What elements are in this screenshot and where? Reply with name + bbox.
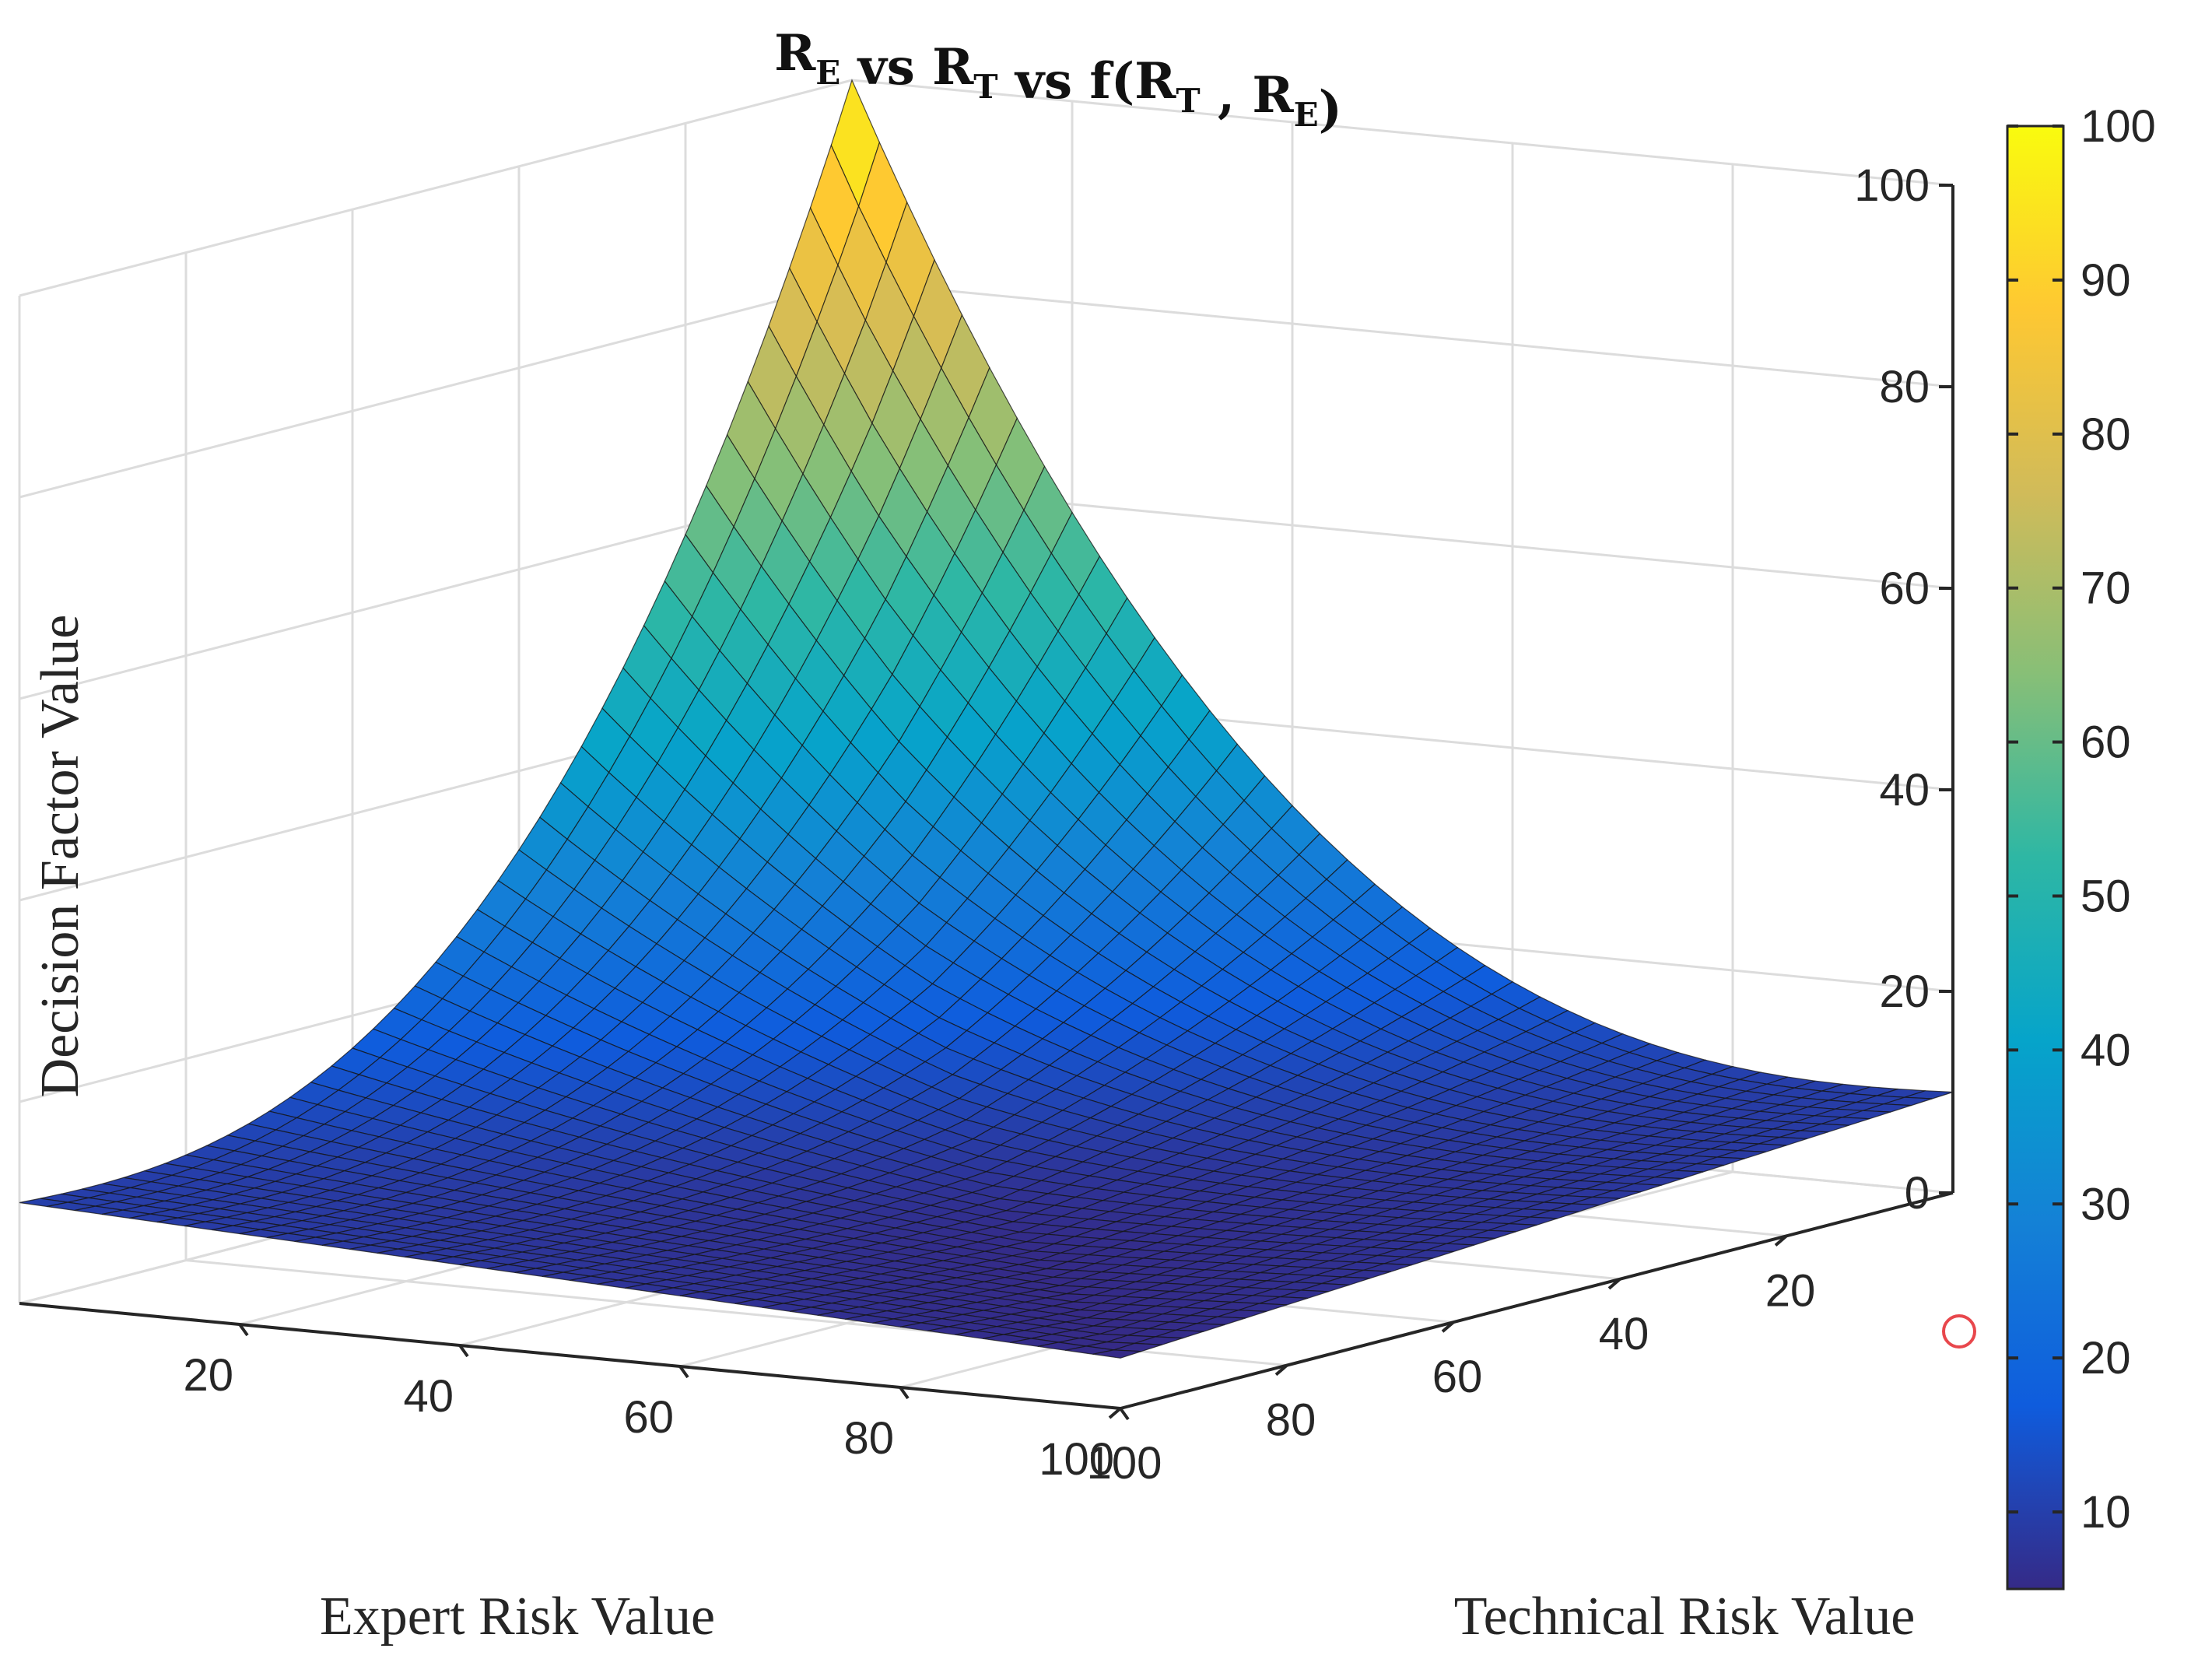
highlight-circle-marker xyxy=(1942,1314,1976,1349)
x-tick xyxy=(1119,1407,1130,1421)
z-axis-label: Decision Factor Value xyxy=(30,615,90,1098)
x-tick xyxy=(458,1344,469,1358)
title-part: ) xyxy=(1319,80,1342,139)
colorbar-tick-label: 100 xyxy=(2081,101,2156,152)
y-axis-label: Technical Risk Value xyxy=(1454,1587,1916,1647)
colorbar-tick-label: 90 xyxy=(2081,255,2131,306)
x-tick xyxy=(678,1365,689,1379)
y-tick xyxy=(1441,1321,1455,1333)
y-tick-label: 60 xyxy=(1432,1352,1483,1402)
z-tick-label: 0 xyxy=(1905,1168,1930,1219)
x-tick-label: 80 xyxy=(843,1413,894,1464)
z-tick-label: 20 xyxy=(1879,966,1930,1017)
grid-line xyxy=(851,280,1954,388)
colorbar-tick-label: 40 xyxy=(2081,1025,2131,1075)
title-subscript: T xyxy=(1176,82,1200,120)
surface-face xyxy=(1092,1349,1141,1359)
x-tick-label: 20 xyxy=(183,1350,233,1401)
title-subscript: E xyxy=(1294,96,1319,134)
colorbar-tick-label: 80 xyxy=(2081,409,2131,460)
grid-line xyxy=(19,280,853,499)
y-tick-label: 40 xyxy=(1599,1309,1649,1359)
colorbar-tick-label: 20 xyxy=(2081,1333,2131,1384)
tick-labels: 0 20 40 60 80 100 20 40 60 80 100 20 40 60 80 100 xyxy=(183,160,1930,1489)
colorbar: 10 20 30 40 50 60 70 80 90 100 xyxy=(2006,101,2156,1591)
colorbar-ticks: 10 20 30 40 50 60 70 80 90 100 xyxy=(2007,101,2156,1538)
colorbar-tick-label: 10 xyxy=(2081,1487,2131,1538)
surface-mesh xyxy=(19,79,1954,1359)
title-part: vs R xyxy=(840,38,974,96)
x-tick-label: 40 xyxy=(403,1371,454,1422)
colorbar-tick-label: 30 xyxy=(2081,1179,2131,1229)
y-tick xyxy=(1274,1364,1288,1377)
colorbar-scale xyxy=(2006,125,2065,1591)
x-tick xyxy=(899,1386,910,1400)
z-tick-label: 40 xyxy=(1879,765,1930,815)
y-tick xyxy=(1108,1407,1122,1419)
title-subscript: E xyxy=(815,54,840,92)
title-subscript: T xyxy=(973,68,997,106)
colorbar-tick-label: 50 xyxy=(2081,871,2131,921)
y-tick-label: 20 xyxy=(1765,1265,1816,1316)
x-axis-label: Expert Risk Value xyxy=(320,1587,715,1647)
y-tick-label: 100 xyxy=(1087,1438,1162,1489)
title-part: , R xyxy=(1201,66,1295,125)
z-tick-label: 60 xyxy=(1879,563,1930,614)
grid-line xyxy=(19,79,853,297)
x-tick-label: 100 xyxy=(1039,1434,1114,1485)
y-tick xyxy=(1774,1234,1788,1247)
y-axis-line xyxy=(19,1302,1121,1410)
title-part: vs f(R xyxy=(998,52,1177,110)
y-tick xyxy=(1607,1278,1621,1290)
chart-title: RE vs RT vs f(RT , RE) xyxy=(774,24,1342,139)
title-part: R xyxy=(774,24,816,82)
y-tick-label: 80 xyxy=(1266,1395,1316,1446)
grid-line xyxy=(851,79,1954,187)
z-tick-label: 80 xyxy=(1879,362,1930,412)
x-tick xyxy=(238,1323,249,1337)
colorbar-tick-label: 70 xyxy=(2081,563,2131,614)
colorbar-tick-label: 60 xyxy=(2081,717,2131,768)
axes xyxy=(19,184,1954,1421)
z-tick-label: 100 xyxy=(1854,160,1930,211)
x-axis-line xyxy=(1120,1191,1954,1410)
x-tick-label: 60 xyxy=(623,1392,674,1443)
